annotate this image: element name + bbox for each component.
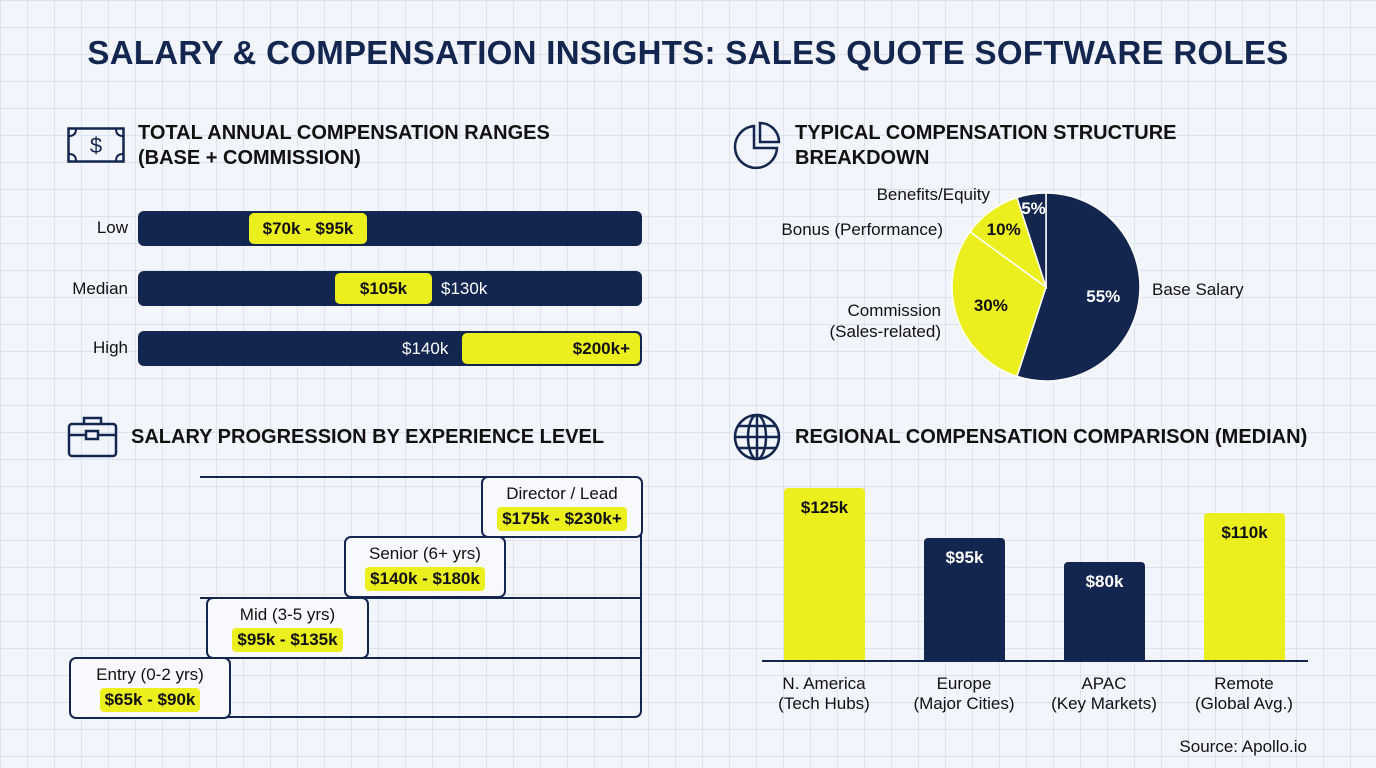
range-extra: $130k xyxy=(441,279,488,298)
step-senior: Senior (6+ yrs) $140k - $180k xyxy=(344,536,506,598)
structure-title: TYPICAL COMPENSATION STRUCTURE BREAKDOWN xyxy=(795,121,1177,171)
bar-category-line: Europe xyxy=(936,674,992,693)
range-highlight: $70k - $95k xyxy=(249,213,367,244)
step-mid: Mid (3-5 yrs) $95k - $135k xyxy=(206,597,369,659)
bar-category-label: Remote (Global Avg.) xyxy=(1174,674,1314,714)
range-label-low: Low xyxy=(96,218,128,237)
step-director: Director / Lead $175k - $230k+ xyxy=(481,476,643,538)
pie-slice-label: 55% xyxy=(1086,287,1120,306)
bar-category-label: Europe (Major Cities) xyxy=(894,674,1034,714)
range-bar-median: $105k $130k xyxy=(138,271,642,306)
progression-title: SALARY PROGRESSION BY EXPERIENCE LEVEL xyxy=(131,426,605,448)
structure-title-line1: TYPICAL COMPENSATION STRUCTURE xyxy=(795,122,1177,144)
step-divider xyxy=(200,597,642,599)
step-range: $95k - $135k xyxy=(232,628,343,652)
pie-slice-label: 30% xyxy=(974,296,1008,315)
bar-category-line: (Key Markets) xyxy=(1051,694,1157,713)
pie-slice xyxy=(951,230,1047,378)
step-range: $140k - $180k xyxy=(365,567,485,591)
bar: $125k xyxy=(784,488,865,661)
bar-value-label: $125k xyxy=(800,498,849,518)
bar: $80k xyxy=(1064,562,1145,661)
ranges-title-line2: (BASE + COMMISSION) xyxy=(138,147,361,169)
source-note: Source: Apollo.io xyxy=(1179,737,1307,756)
bar: $95k xyxy=(924,537,1005,661)
pie-label-bonus: Bonus (Performance) xyxy=(781,220,943,239)
step-range: $65k - $90k xyxy=(99,688,201,712)
step-label: Entry (0-2 yrs) xyxy=(96,665,204,684)
bar-category-line: APAC xyxy=(1081,674,1127,693)
range-highlight: $200k+ xyxy=(462,333,640,364)
dollar-bill-icon: $ xyxy=(67,127,125,163)
range-extra: $140k xyxy=(402,339,449,358)
pie-chart: 55% 30% 10%5% xyxy=(951,192,1141,382)
step-range: $175k - $230k+ xyxy=(497,507,627,531)
globe-icon xyxy=(733,413,781,461)
range-label-high: High xyxy=(93,338,128,357)
bar-category-line: (Major Cities) xyxy=(913,694,1015,713)
bar-baseline xyxy=(762,660,1308,662)
range-bar-high: $140k $200k+ xyxy=(138,331,642,366)
svg-text:$: $ xyxy=(90,133,102,158)
pie-label-commission-line2: (Sales-related) xyxy=(829,322,942,341)
step-divider xyxy=(200,657,642,659)
pie-label-commission: Commission (Sales-related) xyxy=(780,300,942,342)
bar-category-line: N. America xyxy=(782,674,866,693)
briefcase-icon xyxy=(67,416,118,458)
step-label: Senior (6+ yrs) xyxy=(369,544,481,563)
bar-category-label: N. America (Tech Hubs) xyxy=(754,674,894,714)
ranges-title: TOTAL ANNUAL COMPENSATION RANGES (BASE +… xyxy=(138,121,550,171)
pie-slice-label: 5% xyxy=(1021,199,1046,218)
step-label: Director / Lead xyxy=(506,484,618,503)
pie-chart-icon xyxy=(733,121,781,170)
bar-category-label: APAC (Key Markets) xyxy=(1034,674,1174,714)
pie-slice xyxy=(1016,192,1047,288)
bar-category-line: (Global Avg.) xyxy=(1195,694,1293,713)
pie-slice xyxy=(1016,192,1141,382)
pie-label-base: Base Salary xyxy=(1152,280,1244,299)
step-label: Mid (3-5 yrs) xyxy=(239,605,336,624)
ranges-title-line1: TOTAL ANNUAL COMPENSATION RANGES xyxy=(138,122,550,144)
pie-label-commission-line1: Commission xyxy=(847,301,941,320)
regional-title: REGIONAL COMPENSATION COMPARISON (MEDIAN… xyxy=(795,426,1308,448)
range-bar-low: $70k - $95k xyxy=(138,211,642,246)
bar-category-line: Remote xyxy=(1214,674,1274,693)
pie-slice-label: 10% xyxy=(987,220,1021,239)
page-title: SALARY & COMPENSATION INSIGHTS: SALES QU… xyxy=(87,34,1289,71)
bar-value-label: $80k xyxy=(1085,572,1124,592)
range-highlight: $105k xyxy=(335,273,432,304)
bar-value-label: $110k xyxy=(1221,523,1268,543)
step-entry: Entry (0-2 yrs) $65k - $90k xyxy=(69,657,231,719)
bar-category-line: (Tech Hubs) xyxy=(778,694,870,713)
bar: $110k xyxy=(1204,513,1285,661)
pie-label-benefits: Benefits/Equity xyxy=(876,185,990,204)
range-label-median: Median xyxy=(72,279,128,298)
bar-value-label: $95k xyxy=(945,547,984,567)
structure-title-line2: BREAKDOWN xyxy=(795,147,930,169)
